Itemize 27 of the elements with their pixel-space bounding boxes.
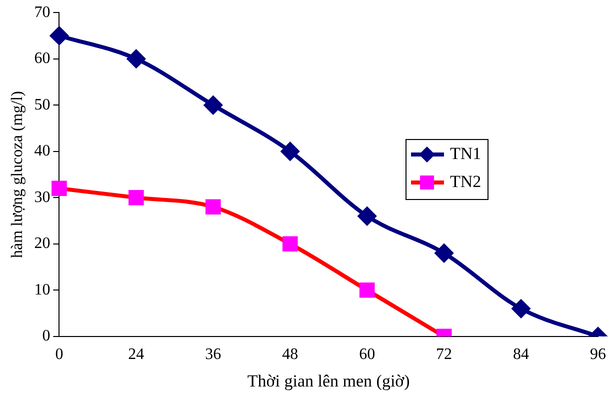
legend-label: TN2 [450, 172, 482, 191]
x-tick-label: 60 [359, 346, 376, 364]
y-tick-label: 30 [34, 188, 50, 206]
point [204, 96, 222, 114]
x-axis-title: Thời gian lên men (giờ) [247, 371, 410, 390]
point [358, 207, 376, 226]
legend-label: TN1 [450, 144, 482, 163]
y-tick-label: 20 [34, 235, 50, 252]
point [50, 26, 68, 45]
point [127, 50, 146, 68]
x-tick-label: 84 [513, 346, 530, 364]
x-tick-label: 72 [436, 346, 452, 364]
x-tick-label: 48 [282, 346, 298, 364]
point [512, 300, 530, 318]
y-tick-label: 10 [34, 281, 50, 298]
x-tick-label: 36 [205, 346, 222, 364]
point [435, 244, 454, 262]
point [281, 142, 300, 160]
y-tick-label: 50 [34, 96, 50, 114]
x-tick-label: 96 [590, 346, 606, 364]
y-tick-label: 60 [34, 50, 50, 68]
y-tick-label: 40 [34, 142, 50, 160]
x-tick-label: 0 [55, 346, 64, 364]
y-axis-title: hàm lượng glucoza (mg/l) [8, 91, 26, 258]
x-tick-label: 24 [128, 346, 144, 364]
y-tick-label: 0 [42, 328, 50, 345]
y-tick-label: 70 [34, 4, 50, 21]
